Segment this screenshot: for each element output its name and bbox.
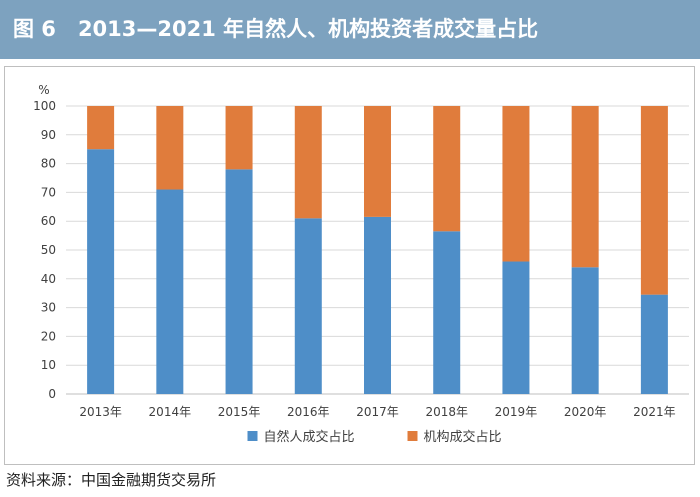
y-tick-label: 20 — [41, 329, 56, 343]
bar-institutional — [225, 106, 253, 170]
x-tick-label: 2019年 — [495, 405, 538, 419]
legend-swatch — [247, 431, 258, 441]
y-axis-unit: % — [38, 83, 49, 97]
bar-institutional — [87, 106, 115, 150]
bar-individual — [433, 231, 461, 394]
y-tick-label: 10 — [41, 358, 56, 372]
y-tick-label: 0 — [48, 387, 56, 401]
y-tick-label: 80 — [41, 157, 56, 171]
x-tick-label: 2018年 — [425, 405, 468, 419]
y-tick-label: 40 — [41, 272, 56, 286]
bar-individual — [156, 189, 184, 394]
chart-title: 2013—2021 年自然人、机构投资者成交量占比 — [77, 17, 539, 41]
bar-individual — [87, 149, 115, 394]
bar-institutional — [294, 106, 322, 219]
x-tick-label: 2020年 — [564, 405, 607, 419]
bar-individual — [364, 216, 391, 394]
source-note: 资料来源：中国金融期货交易所 — [6, 471, 217, 489]
y-tick-label: 100 — [33, 99, 56, 113]
bar-individual — [571, 267, 599, 394]
bar-institutional — [364, 106, 391, 217]
x-tick-label: 2015年 — [218, 405, 261, 419]
y-tick-label: 60 — [41, 214, 56, 228]
y-tick-label: 30 — [41, 301, 56, 315]
bar-institutional — [433, 106, 461, 232]
bar-institutional — [640, 106, 668, 295]
x-tick-label: 2017年 — [356, 405, 399, 419]
bar-individual — [225, 169, 253, 394]
y-tick-label: 70 — [41, 185, 56, 199]
y-tick-label: 50 — [41, 243, 56, 257]
stacked-bar-chart: 0 10 20 30 40 50 60 70 80 90 100% 2013年 2014年 2015年 20… — [33, 83, 689, 445]
chart-frame: 0 10 20 30 40 50 60 70 80 90 100% 2013年 2014年 2015年 20… — [4, 66, 695, 465]
bar-individual — [502, 261, 530, 394]
legend-swatch — [407, 431, 418, 441]
bar-institutional — [156, 106, 184, 190]
bar-individual — [640, 294, 668, 394]
title-bar: 图 6 2013—2021 年自然人、机构投资者成交量占比 — [0, 0, 700, 59]
x-tick-label: 2021年 — [633, 405, 676, 419]
bar-institutional — [502, 106, 530, 262]
bar-individual — [294, 218, 322, 394]
x-tick-label: 2014年 — [149, 405, 192, 419]
x-tick-label: 2016年 — [287, 405, 330, 419]
figure-label: 图 6 — [13, 17, 56, 41]
x-tick-label: 2013年 — [79, 405, 122, 419]
legend-label: 自然人成交占比 — [264, 429, 355, 445]
legend-label: 机构成交占比 — [424, 429, 502, 445]
bar-institutional — [571, 106, 599, 268]
y-tick-label: 90 — [41, 128, 56, 142]
